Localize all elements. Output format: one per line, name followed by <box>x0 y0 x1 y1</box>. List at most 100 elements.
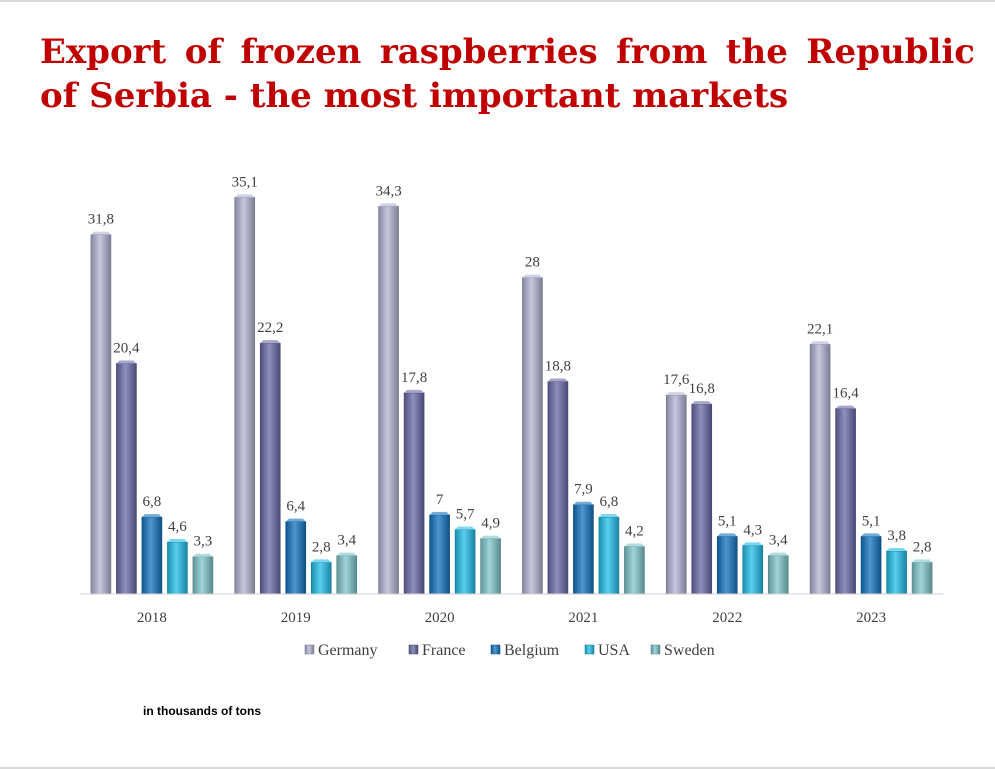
bar-france-2020 <box>403 392 425 595</box>
bar-belgium-2021 <box>573 504 594 595</box>
data-label-france-2022: 16,8 <box>689 381 715 397</box>
data-label-usa-2023: 3,8 <box>887 528 906 544</box>
data-label-germany-2023: 22,1 <box>807 321 833 337</box>
bar-cap-germany-2022 <box>666 392 687 396</box>
data-label-germany-2019: 35,1 <box>232 174 258 190</box>
data-label-sweden-2022: 3,4 <box>769 533 788 549</box>
data-label-belgium-2020: 7 <box>436 492 444 508</box>
bar-belgium-2023 <box>860 536 882 595</box>
x-tick-2019: 2019 <box>281 610 311 626</box>
bar-cap-germany-2021 <box>522 274 543 278</box>
data-label-usa-2020: 5,7 <box>456 507 475 523</box>
legend-swatch-germany <box>304 644 315 655</box>
bar-germany-2018 <box>90 234 112 595</box>
legend-swatch-belgium <box>490 644 501 655</box>
bar-cap-sweden-2023 <box>912 559 933 563</box>
legend-label-germany: Germany <box>318 642 378 659</box>
unit-note: in thousands of tons <box>143 704 261 718</box>
bar-sweden-2020 <box>480 538 501 595</box>
data-label-france-2019: 22,2 <box>257 320 283 336</box>
bar-germany-2020 <box>378 206 399 595</box>
data-label-belgium-2018: 6,8 <box>143 494 162 510</box>
bar-belgium-2022 <box>716 536 738 595</box>
bar-germany-2022 <box>665 394 687 595</box>
bar-cap-sweden-2020 <box>480 535 501 539</box>
bar-sweden-2021 <box>624 546 645 595</box>
bar-cap-sweden-2018 <box>192 553 213 557</box>
bar-cap-belgium-2023 <box>861 533 882 537</box>
data-label-germany-2021: 28 <box>525 255 540 271</box>
bar-cap-usa-2021 <box>598 514 619 518</box>
data-label-germany-2022: 17,6 <box>663 372 690 388</box>
bar-sweden-2019 <box>336 555 358 595</box>
data-label-belgium-2023: 5,1 <box>862 513 881 529</box>
data-label-france-2018: 20,4 <box>113 340 140 356</box>
data-label-sweden-2018: 3,3 <box>194 534 213 550</box>
data-label-germany-2018: 31,8 <box>88 212 114 228</box>
legend-label-france: France <box>422 642 466 659</box>
legend-label-belgium: Belgium <box>504 642 560 659</box>
bar-cap-france-2023 <box>835 405 856 409</box>
bar-sweden-2022 <box>767 555 789 595</box>
bar-cap-usa-2023 <box>886 548 907 552</box>
chart-title: Export of frozen raspberries from the Re… <box>40 32 975 116</box>
data-label-usa-2021: 6,8 <box>600 494 619 510</box>
bar-belgium-2018 <box>141 516 163 595</box>
bar-cap-sweden-2022 <box>768 552 789 556</box>
bar-cap-france-2019 <box>260 340 281 344</box>
data-label-france-2021: 18,8 <box>545 359 571 375</box>
legend-swatch-france <box>408 644 419 655</box>
bar-cap-germany-2020 <box>378 203 399 207</box>
bar-germany-2019 <box>234 197 256 595</box>
bar-cap-france-2022 <box>691 401 712 405</box>
bar-france-2022 <box>691 403 713 595</box>
data-label-france-2020: 17,8 <box>401 370 427 386</box>
bar-sweden-2018 <box>192 556 214 595</box>
bar-cap-usa-2018 <box>167 539 188 543</box>
x-tick-2020: 2020 <box>425 610 455 626</box>
bar-cap-france-2021 <box>547 378 568 382</box>
top-border <box>0 0 995 2</box>
bar-cap-belgium-2021 <box>573 501 594 505</box>
bar-germany-2021 <box>522 277 543 595</box>
data-label-usa-2022: 4,3 <box>743 522 762 538</box>
legend-label-usa: USA <box>598 642 630 659</box>
x-tick-2022: 2022 <box>712 610 742 626</box>
bar-cap-usa-2020 <box>455 526 476 530</box>
bar-belgium-2019 <box>285 521 307 595</box>
x-tick-2018: 2018 <box>137 610 167 626</box>
data-label-belgium-2019: 6,4 <box>286 499 305 515</box>
legend-label-sweden: Sweden <box>664 642 715 659</box>
legend: Germany France Belgium USA Sweden <box>304 642 715 659</box>
bar-cap-belgium-2019 <box>285 518 306 522</box>
bar-germany-2023 <box>809 343 831 595</box>
x-tick-2021: 2021 <box>568 610 598 626</box>
legend-swatch-usa <box>584 644 595 655</box>
bar-cap-usa-2022 <box>742 542 763 546</box>
data-label-sweden-2021: 4,2 <box>625 524 644 540</box>
data-label-sweden-2020: 4,9 <box>481 516 500 532</box>
data-label-sweden-2019: 3,4 <box>337 533 356 549</box>
bar-cap-germany-2018 <box>90 231 111 235</box>
bar-france-2019 <box>259 342 281 595</box>
bar-france-2023 <box>835 408 856 595</box>
bar-cap-germany-2023 <box>810 341 831 345</box>
data-label-germany-2020: 34,3 <box>375 183 401 199</box>
bar-usa-2019 <box>310 562 332 595</box>
bar-usa-2020 <box>454 529 476 595</box>
data-label-usa-2019: 2,8 <box>312 539 331 555</box>
bar-france-2018 <box>116 363 137 595</box>
data-label-sweden-2023: 2,8 <box>913 539 932 555</box>
bar-usa-2018 <box>167 541 188 595</box>
bar-france-2021 <box>547 381 569 595</box>
bar-cap-belgium-2018 <box>141 514 162 518</box>
x-tick-2023: 2023 <box>856 610 886 626</box>
bar-cap-belgium-2020 <box>429 511 450 515</box>
data-label-usa-2018: 4,6 <box>168 519 187 535</box>
bar-cap-belgium-2022 <box>717 533 738 537</box>
bar-usa-2023 <box>886 550 907 595</box>
bar-cap-sweden-2021 <box>624 543 645 547</box>
bar-belgium-2020 <box>429 514 450 595</box>
bar-usa-2022 <box>742 545 764 595</box>
